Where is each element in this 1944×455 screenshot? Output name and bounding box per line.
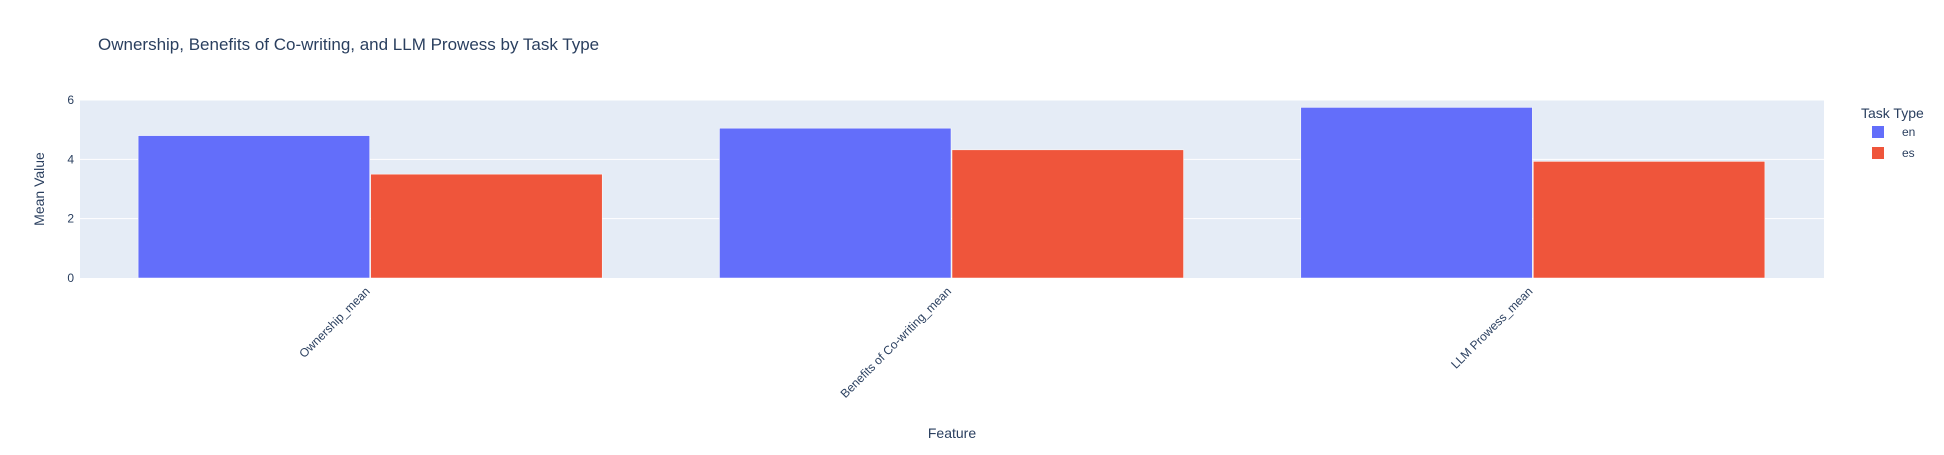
y-tick-labels: 0 2 4 6	[67, 93, 74, 285]
chart-title: Ownership, Benefits of Co-writing, and L…	[98, 35, 599, 54]
x-tick-label: Ownership_mean	[296, 284, 372, 360]
x-axis-label: Feature	[928, 425, 976, 441]
y-tick-label: 6	[67, 93, 74, 107]
bar-es-1[interactable]	[951, 149, 1184, 279]
y-tick-label: 4	[67, 152, 74, 166]
legend-item-es[interactable]: es	[1872, 146, 1915, 160]
x-tick-label: LLM Prowess_mean	[1448, 284, 1535, 371]
y-axis-label: Mean Value	[31, 152, 47, 226]
bar-es-0[interactable]	[370, 173, 603, 279]
legend-item-en[interactable]: en	[1872, 125, 1915, 139]
legend[interactable]: Task Type en es	[1861, 105, 1924, 160]
bar-en-0[interactable]	[137, 135, 370, 279]
x-tick-label: Benefits of Co-writing_mean	[838, 284, 954, 400]
legend-label: en	[1902, 125, 1915, 139]
legend-swatch	[1872, 147, 1884, 159]
legend-title: Task Type	[1861, 105, 1924, 121]
x-tick-labels: Ownership_mean Benefits of Co-writing_mea…	[296, 284, 1535, 400]
y-tick-label: 0	[67, 271, 74, 285]
legend-items[interactable]: en es	[1872, 125, 1915, 160]
bar-en-2[interactable]	[1300, 107, 1533, 279]
bar-es-2[interactable]	[1533, 161, 1766, 279]
bars	[137, 107, 1766, 279]
bar-en-1[interactable]	[719, 127, 952, 279]
legend-label: es	[1902, 146, 1915, 160]
legend-swatch	[1872, 126, 1884, 138]
y-tick-label: 2	[67, 212, 74, 226]
